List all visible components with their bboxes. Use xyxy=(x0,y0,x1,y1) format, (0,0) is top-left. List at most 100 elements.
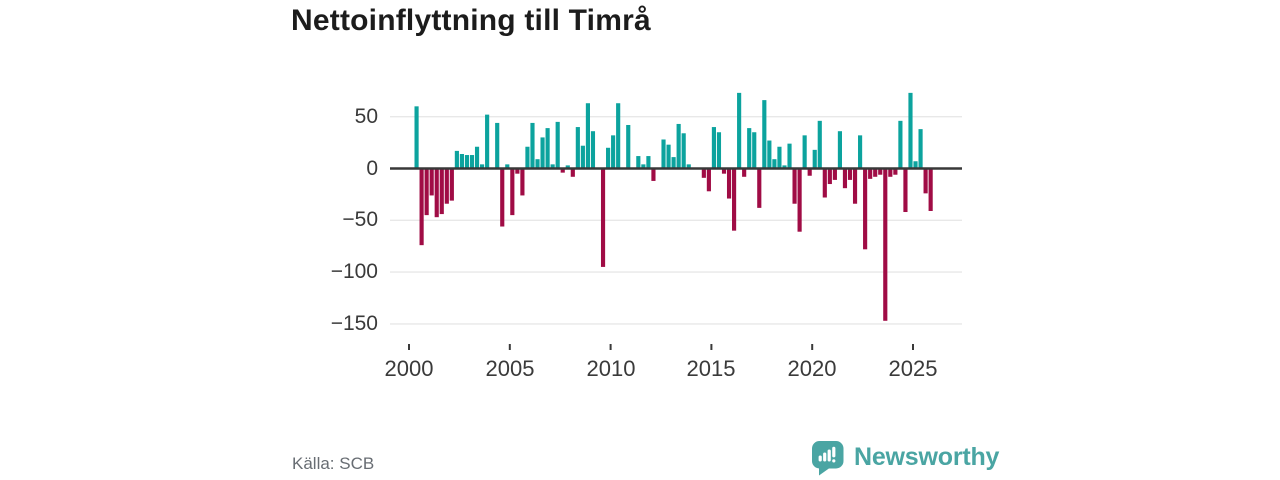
bar-2009-Q3 xyxy=(600,168,606,267)
bar-2013-Q3 xyxy=(681,133,686,169)
bar-2016-Q4 xyxy=(747,128,752,169)
bar-2000-Q3 xyxy=(419,168,424,246)
bar-2022-Q1 xyxy=(852,168,858,204)
bar-2017-Q1 xyxy=(752,132,757,169)
bar-2007-Q3 xyxy=(560,168,565,173)
bar-2011-Q4 xyxy=(646,156,651,169)
bar-chart-plot xyxy=(390,92,962,350)
x-tick-label-2005: 2005 xyxy=(485,356,535,381)
bar-2012-Q1 xyxy=(651,168,656,181)
bar-2025-Q3 xyxy=(923,168,928,194)
bar-2018-Q3 xyxy=(782,165,787,169)
bar-2009-Q4 xyxy=(606,147,611,169)
y-tick-label-50: 50 xyxy=(354,105,378,128)
bar-2025-Q2 xyxy=(918,129,923,169)
bar-2004-Q3 xyxy=(500,168,505,227)
bar-2020-Q4 xyxy=(827,168,832,185)
bar-2023-Q3 xyxy=(883,168,888,321)
bar-2006-Q1 xyxy=(530,122,535,169)
bar-2002-Q2 xyxy=(454,150,459,169)
bar-2017-Q4 xyxy=(767,140,772,169)
bar-2025-Q4 xyxy=(928,168,933,211)
bar-2021-Q3 xyxy=(842,168,848,189)
bar-2001-Q3 xyxy=(439,168,444,215)
bar-2007-Q4 xyxy=(565,165,570,169)
bar-2010-Q1 xyxy=(611,135,616,169)
bar-2022-Q2 xyxy=(858,135,863,169)
logo-bar-tall xyxy=(827,449,831,462)
bar-2008-Q2 xyxy=(575,127,580,169)
bar-2017-Q3 xyxy=(762,100,767,169)
bar-2020-Q3 xyxy=(822,168,827,198)
bar-2016-Q1 xyxy=(732,168,737,231)
bar-2014-Q3 xyxy=(701,168,706,178)
bar-2015-Q3 xyxy=(721,168,727,174)
logo-bar-short xyxy=(818,455,822,462)
y-tick-label--50: −50 xyxy=(342,208,378,231)
bar-2007-Q1 xyxy=(550,164,555,169)
bar-2007-Q2 xyxy=(555,121,560,169)
bar-2024-Q2 xyxy=(898,120,903,169)
x-tick-label-2025: 2025 xyxy=(888,356,938,381)
bar-2019-Q4 xyxy=(807,168,812,176)
bar-2001-Q4 xyxy=(444,168,449,204)
y-tick-label--150: −150 xyxy=(330,312,378,335)
bar-2006-Q3 xyxy=(540,137,545,169)
bar-2020-Q1 xyxy=(812,149,817,169)
logo-exclamation-dot xyxy=(832,459,836,463)
bar-2019-Q1 xyxy=(792,168,797,204)
logo-bar-medium xyxy=(823,452,827,462)
bar-2009-Q1 xyxy=(590,131,596,169)
bar-2013-Q1 xyxy=(671,157,676,169)
bar-2020-Q2 xyxy=(817,120,822,169)
bar-2008-Q1 xyxy=(570,168,575,177)
bar-2021-Q1 xyxy=(832,168,837,180)
bar-2018-Q1 xyxy=(772,159,777,169)
bar-2005-Q2 xyxy=(515,168,520,174)
bar-2012-Q4 xyxy=(666,144,671,169)
bar-2023-Q4 xyxy=(888,168,893,177)
bar-2021-Q2 xyxy=(837,131,842,169)
bar-2002-Q1 xyxy=(449,168,454,201)
logo-exclamation-bar xyxy=(832,446,836,458)
x-tick-label-2015: 2015 xyxy=(686,356,736,381)
bar-2011-Q2 xyxy=(636,156,641,169)
bar-2008-Q3 xyxy=(580,145,585,169)
bar-2000-Q2 xyxy=(414,106,419,169)
bar-2010-Q4 xyxy=(626,124,631,169)
bar-2004-Q2 xyxy=(495,122,500,169)
bar-2010-Q2 xyxy=(616,103,621,169)
x-tick-label-2010: 2010 xyxy=(586,356,636,381)
bar-2013-Q2 xyxy=(676,123,681,169)
bar-2019-Q2 xyxy=(797,168,802,232)
newsworthy-wordmark: Newsworthy xyxy=(854,443,1000,471)
bar-2005-Q3 xyxy=(520,168,525,196)
bar-2002-Q4 xyxy=(464,155,470,169)
bar-2005-Q1 xyxy=(510,168,515,216)
bar-2024-Q3 xyxy=(903,168,908,213)
bar-2024-Q1 xyxy=(893,168,898,175)
bar-2018-Q2 xyxy=(777,146,782,169)
bar-2006-Q4 xyxy=(545,128,550,169)
bar-2013-Q4 xyxy=(686,164,691,169)
bar-2000-Q4 xyxy=(424,168,429,216)
source-caption: Källa: SCB xyxy=(292,454,375,473)
bar-2003-Q3 xyxy=(480,164,485,169)
bar-2015-Q2 xyxy=(716,132,722,169)
bar-2022-Q4 xyxy=(868,168,873,179)
bar-2015-Q4 xyxy=(726,168,732,199)
newsworthy-icon xyxy=(812,441,844,476)
bar-2016-Q2 xyxy=(737,92,742,169)
bar-2003-Q1 xyxy=(469,155,475,169)
newsworthy-logo[interactable]: Newsworthy xyxy=(811,440,999,477)
bar-2008-Q4 xyxy=(585,103,590,169)
bar-2012-Q3 xyxy=(661,139,666,169)
bar-2021-Q4 xyxy=(847,168,853,180)
bar-2025-Q1 xyxy=(913,161,918,169)
bar-2017-Q2 xyxy=(757,168,762,208)
bar-2001-Q1 xyxy=(429,168,434,196)
x-tick-label-2000: 2000 xyxy=(384,356,434,381)
bar-2005-Q4 xyxy=(525,146,530,169)
bar-2022-Q3 xyxy=(863,168,868,250)
